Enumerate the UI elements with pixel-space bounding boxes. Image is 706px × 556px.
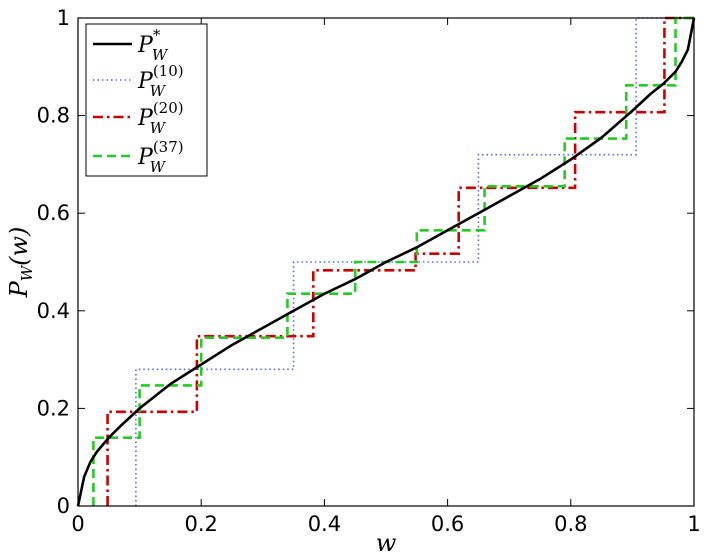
x-tick-label-1: 0.2 [184, 512, 217, 536]
legend-entries: P* WP(10) WP(20) WP(37) W [93, 26, 184, 176]
axes-frame [77, 17, 695, 507]
y-axis-label-rest: (w) [5, 227, 33, 266]
y-tick-label-1: 0.2 [37, 396, 70, 420]
y-tick-label-5: 1 [57, 6, 70, 30]
x-tick-label-4: 0.8 [554, 512, 587, 536]
x-axis-label: w [376, 529, 397, 556]
legend-box [85, 23, 208, 177]
legend-label-2: P(20) W [137, 99, 184, 137]
legend: P* WP(10) WP(20) WP(37) W [85, 23, 208, 177]
y-tick-label-4: 0.8 [37, 104, 70, 128]
y-tick-label-2: 0.4 [37, 299, 70, 323]
series-line-0 [76, 17, 696, 507]
x-tick-label-0: 0 [71, 512, 84, 536]
plot-lines [76, 16, 696, 507]
y-axis-label: PW(w) [5, 227, 36, 299]
legend-label-1: P(10) W [137, 62, 184, 100]
y-axis-label-sub: W [18, 264, 36, 281]
y-tick-label-3: 0.6 [37, 201, 70, 225]
series-line-1 [135, 17, 694, 506]
legend-label-0: P* W [137, 26, 169, 64]
y-axis-label-text: PW(w) [5, 227, 36, 299]
y-axis-label-main: P [5, 280, 33, 298]
y-tick-label-0: 0 [57, 494, 70, 518]
legend-label-3: P(37) W [137, 138, 184, 176]
series-line-3 [92, 16, 694, 506]
x-tick-label-5: 1 [687, 512, 700, 536]
x-tick-label-3: 0.6 [431, 512, 464, 536]
tick-labels: 0 0.2 0.4 0.6 0.8 1 0 0.2 0.4 0.6 0.8 1 [37, 6, 701, 536]
x-tick-label-2: 0.4 [308, 512, 341, 536]
x-axis-label-text: w [376, 529, 397, 556]
